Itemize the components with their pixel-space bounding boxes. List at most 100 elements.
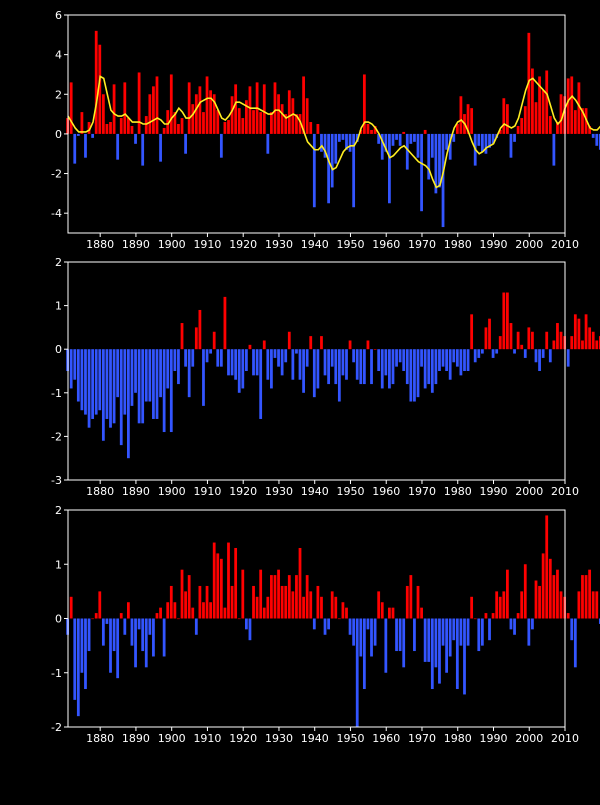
- bar-1-1888: [127, 118, 130, 134]
- bar-3-1984: [470, 596, 474, 619]
- bar-2-1935: [295, 349, 298, 354]
- bar-2-1979: [452, 349, 456, 363]
- x-tick-label-3-1940: 1940: [301, 732, 329, 745]
- bar-3-1881: [101, 618, 105, 646]
- bar-1-2015: [581, 108, 584, 134]
- bar-3-1882: [105, 618, 109, 624]
- bar-1-1928: [270, 112, 273, 134]
- bar-3-2016: [584, 575, 588, 619]
- bar-2-1915: [223, 296, 227, 350]
- bar-2-1940: [312, 349, 316, 398]
- x-tick-label-2-1990: 1990: [479, 485, 507, 498]
- bar-3-1997: [516, 613, 520, 619]
- bar-1-2005: [545, 70, 549, 134]
- bar-2-1913: [216, 349, 220, 367]
- y-tick-label-1-6: 6: [55, 9, 62, 22]
- y-tick-label-2--2: -2: [51, 430, 62, 443]
- bar-1-1998: [520, 118, 524, 134]
- bar-2-1900: [169, 349, 173, 433]
- bar-1-1896: [155, 76, 159, 134]
- bar-1-1956: [370, 129, 373, 134]
- bar-1-1939: [309, 122, 313, 134]
- bar-1-1893: [144, 116, 148, 134]
- bar-3-1877: [87, 618, 91, 652]
- x-tick-label-1-1910: 1910: [193, 238, 221, 251]
- bar-2-2006: [548, 349, 552, 363]
- bar-1-1999: [523, 106, 527, 134]
- bar-3-1895: [152, 618, 155, 657]
- bar-3-1969: [416, 585, 420, 619]
- bar-3-1964: [398, 618, 402, 652]
- bar-2-2016: [584, 314, 588, 350]
- bar-3-1978: [448, 618, 452, 657]
- bar-3-1939: [309, 591, 313, 619]
- y-tick-label-1--4: -4: [51, 207, 62, 220]
- bar-3-1902: [177, 618, 180, 620]
- bar-2-1992: [498, 336, 502, 350]
- bar-2-1969: [416, 349, 420, 398]
- bar-3-1880: [98, 591, 102, 619]
- bar-2-1916: [227, 349, 230, 376]
- bar-2-1914: [219, 349, 223, 367]
- x-tick-label-2-1920: 1920: [229, 485, 257, 498]
- bar-2-1898: [162, 349, 166, 433]
- bar-1-1994: [506, 104, 509, 134]
- bar-3-2004: [541, 553, 545, 619]
- bar-2-1930: [277, 349, 280, 367]
- bar-3-1971: [423, 618, 427, 662]
- bar-2-1943: [323, 349, 327, 376]
- x-tick-label-2-1950: 1950: [336, 485, 364, 498]
- bar-1-1946: [334, 133, 338, 164]
- bar-2-2018: [591, 331, 595, 350]
- bar-2-1941: [316, 349, 320, 389]
- bar-1-1962: [391, 133, 395, 146]
- bar-2-1938: [305, 349, 309, 367]
- bar-1-1877: [87, 122, 91, 134]
- bar-3-2002: [534, 580, 538, 619]
- bar-1-2002: [534, 102, 538, 134]
- bar-3-1945: [330, 591, 334, 619]
- bar-1-1988: [484, 133, 488, 154]
- bar-2-1939: [309, 336, 313, 350]
- x-tick-label-2-1960: 1960: [372, 485, 400, 498]
- bar-2-1955: [366, 340, 370, 350]
- x-tick-label-1-1930: 1930: [265, 238, 293, 251]
- bar-1-1972: [427, 133, 431, 180]
- bar-3-1966: [405, 585, 409, 619]
- bar-2-1875: [80, 349, 84, 411]
- bar-1-1958: [377, 133, 381, 144]
- bar-2-1873: [73, 349, 77, 380]
- y-tick-label-2-0: 0: [55, 343, 62, 356]
- bar-3-1900: [169, 585, 173, 619]
- bar-2-1942: [320, 336, 323, 350]
- bar-2-1910: [205, 349, 209, 363]
- bar-3-1979: [452, 618, 456, 641]
- x-tick-label-1-1890: 1890: [122, 238, 150, 251]
- bar-2-1929: [273, 349, 277, 358]
- bar-2-1894: [148, 349, 152, 402]
- x-tick-label-3-1960: 1960: [372, 732, 400, 745]
- bar-3-1921: [244, 618, 248, 630]
- bar-1-1996: [513, 133, 516, 142]
- bar-2-1892: [141, 349, 145, 424]
- x-tick-label-2-1930: 1930: [265, 485, 293, 498]
- bar-3-2008: [556, 569, 559, 619]
- bar-3-1872: [69, 596, 73, 619]
- bar-1-1949: [345, 133, 348, 150]
- bar-3-1897: [159, 607, 162, 619]
- bar-3-1944: [327, 618, 331, 630]
- x-tick-label-2-2000: 2000: [515, 485, 543, 498]
- bar-3-2015: [581, 575, 584, 619]
- bar-2-2001: [531, 331, 534, 350]
- bar-2-2017: [588, 327, 592, 350]
- bar-1-1993: [502, 98, 506, 134]
- x-tick-label-2-1980: 1980: [444, 485, 472, 498]
- bar-2-1932: [284, 349, 288, 363]
- bar-2-2019: [595, 340, 599, 350]
- bar-2-1959: [380, 349, 384, 389]
- bar-3-1977: [445, 618, 448, 673]
- y-tick-label-3--1: -1: [51, 667, 62, 680]
- bar-3-1933: [287, 575, 291, 619]
- bar-1-1989: [488, 133, 491, 148]
- bar-1-1933: [287, 90, 291, 134]
